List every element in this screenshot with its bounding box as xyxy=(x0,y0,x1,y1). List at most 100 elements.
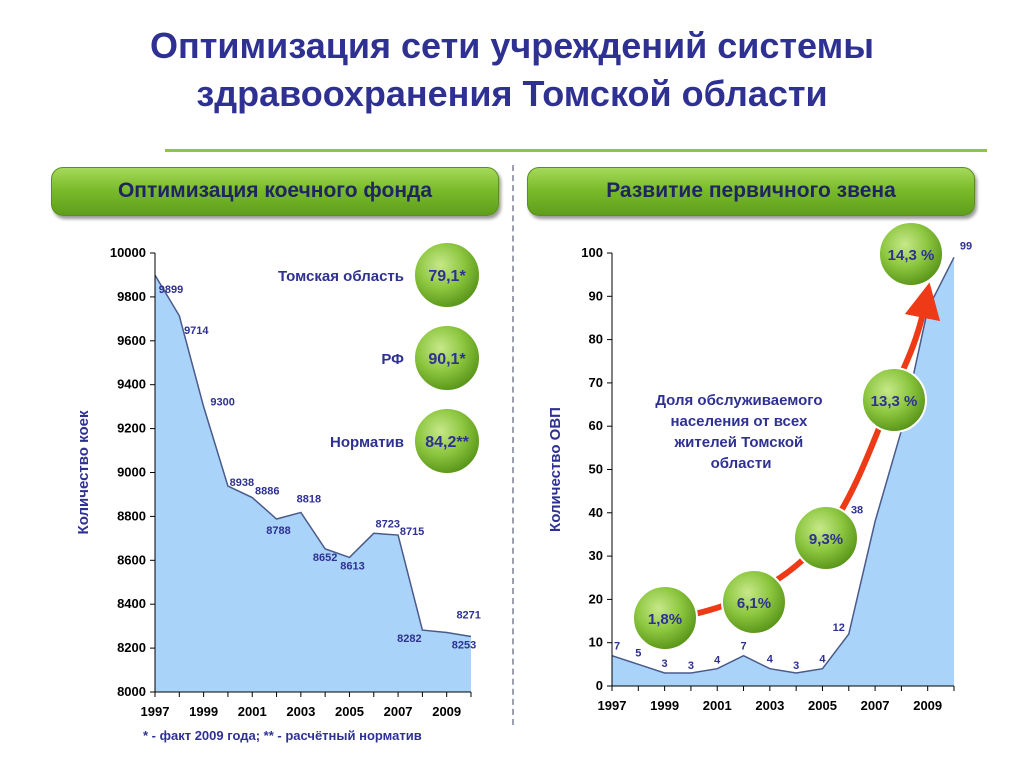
ovp-data-label: 99 xyxy=(960,240,972,252)
beds-data-label: 8788 xyxy=(266,525,290,537)
ovp-series-line xyxy=(611,256,955,674)
beds-data-label: 9899 xyxy=(159,284,183,296)
share-badge xyxy=(793,505,859,571)
beds-y-axis-title: Количество коек xyxy=(75,410,92,534)
ovp-data-label: 7 xyxy=(740,641,746,653)
beds-x-tick-label: 2009 xyxy=(432,704,461,719)
beds-x-tick-label: 2005 xyxy=(335,704,364,719)
ovp-y-tick-label: 20 xyxy=(589,591,603,606)
ovp-y-tick-label: 90 xyxy=(589,288,603,303)
beds-y-tick-label: 9200 xyxy=(117,421,146,436)
beds-data-label: 9300 xyxy=(210,397,234,409)
comparison-label: Норматив xyxy=(330,434,404,451)
annotation-line: населения от всех xyxy=(670,413,808,430)
left-panel-header: Оптимизация коечного фонда xyxy=(51,167,499,216)
beds-data-label: 8282 xyxy=(397,633,421,645)
comparison-label: РФ xyxy=(381,351,404,368)
ovp-x-tick-label: 2003 xyxy=(755,698,784,713)
comparison-value: 84,2** xyxy=(425,434,469,451)
ovp-y-tick-label: 0 xyxy=(596,678,603,693)
beds-y-tick-label: 8200 xyxy=(117,640,146,655)
beds-x-tick-label: 2001 xyxy=(238,704,267,719)
comparison-value: 79,1* xyxy=(428,268,466,285)
beds-y-tick-label: 9000 xyxy=(117,465,146,480)
beds-data-label: 8652 xyxy=(313,552,337,564)
ovp-y-tick-label: 50 xyxy=(589,462,603,477)
ovp-data-label: 4 xyxy=(714,655,721,667)
footnote: * - факт 2009 года; ** - расчётный норма… xyxy=(143,728,422,743)
title-line-2: здравоохранения Томской области xyxy=(196,73,828,114)
ovp-data-label: 5 xyxy=(635,647,641,659)
beds-y-tick-label: 9800 xyxy=(117,289,146,304)
ovp-x-tick-label: 2007 xyxy=(861,698,890,713)
share-badge-label: 9,3% xyxy=(809,531,843,548)
ovp-x-tick-label: 2009 xyxy=(913,698,942,713)
ovp-area xyxy=(612,257,954,686)
annotation-line: жителей Томской xyxy=(674,434,804,451)
beds-data-label: 9714 xyxy=(184,325,209,337)
comparison-value: 90,1* xyxy=(428,351,466,368)
ovp-data-label: 4 xyxy=(767,654,774,666)
share-badge xyxy=(632,585,698,651)
right-panel-header: Развитие первичного звена xyxy=(527,167,975,216)
share-badge xyxy=(861,367,927,433)
beds-data-label: 8253 xyxy=(452,639,476,651)
beds-y-tick-label: 9600 xyxy=(117,333,146,348)
ovp-x-tick-label: 1999 xyxy=(650,698,679,713)
beds-y-tick-label: 8600 xyxy=(117,552,146,567)
ovp-data-label: 4 xyxy=(819,654,826,666)
ovp-y-axis-title: Количество ОВП xyxy=(547,407,564,532)
share-badge-label: 14,3 % xyxy=(888,247,935,264)
annotation-line: области xyxy=(711,455,772,472)
beds-x-tick-label: 2007 xyxy=(384,704,413,719)
beds-data-label: 8271 xyxy=(456,610,480,622)
beds-x-tick-label: 1999 xyxy=(189,704,218,719)
ovp-data-label: 38 xyxy=(851,504,863,516)
share-badge-label: 6,1% xyxy=(737,595,771,612)
comparison-ball xyxy=(413,241,481,309)
ovp-x-tick-label: 1997 xyxy=(598,698,627,713)
beds-y-tick-label: 8000 xyxy=(117,684,146,699)
beds-data-label: 8715 xyxy=(400,526,424,538)
ovp-y-tick-label: 30 xyxy=(589,548,603,563)
beds-chart: 8000 8200 8400 8600 8800 9000 9200 9400 9600 9800… xyxy=(75,245,481,719)
beds-y-tick-label: 10000 xyxy=(110,245,146,260)
ovp-chart: 0 10 20 30 40 50 60 70 80 90 100 1997 1999 2001 2003 20… xyxy=(547,240,972,713)
beds-x-tick-label: 2003 xyxy=(286,704,315,719)
comparison-label: Томская область xyxy=(278,268,404,285)
beds-y-tick-label: 8400 xyxy=(117,596,146,611)
ovp-x-tick-label: 2005 xyxy=(808,698,837,713)
title-line-1: Оптимизация сети учреждений системы xyxy=(150,25,874,66)
ovp-y-tick-label: 60 xyxy=(589,418,603,433)
comparison-ball xyxy=(413,407,481,475)
ovp-data-label: 7 xyxy=(614,641,620,653)
beds-series-line xyxy=(154,274,472,638)
share-badge-label: 13,3 % xyxy=(871,393,918,410)
ovp-y-tick-label: 100 xyxy=(581,245,603,260)
right-chart-annotation: Доля обслуживаемого населения от всех жи… xyxy=(655,392,826,472)
ovp-y-tick-label: 10 xyxy=(589,635,603,650)
share-badge-label: 1,8% xyxy=(648,611,682,628)
ovp-data-label: 12 xyxy=(833,622,845,634)
beds-data-label: 8938 xyxy=(230,477,254,489)
comparison-block: Томская область 79,1* РФ 90,1* Норматив 84,2*… xyxy=(278,241,481,475)
beds-data-label: 8613 xyxy=(340,560,364,572)
beds-x-tick-label: 1997 xyxy=(141,704,170,719)
title-underline xyxy=(165,149,987,152)
share-badge xyxy=(878,221,944,287)
beds-data-label: 8723 xyxy=(376,518,400,530)
ovp-y-tick-label: 70 xyxy=(589,375,603,390)
ovp-x-tick-label: 2001 xyxy=(703,698,732,713)
panel-divider xyxy=(512,165,514,725)
ovp-data-label: 3 xyxy=(793,660,799,672)
beds-data-label: 8818 xyxy=(297,493,321,505)
annotation-line: Доля обслуживаемого xyxy=(655,392,822,409)
beds-y-tick-label: 9400 xyxy=(117,377,146,392)
beds-y-tick-label: 8800 xyxy=(117,508,146,523)
ovp-y-tick-label: 40 xyxy=(589,505,603,520)
ovp-data-label: 3 xyxy=(688,660,694,672)
ovp-y-tick-label: 80 xyxy=(589,332,603,347)
beds-area xyxy=(155,275,471,692)
share-badge xyxy=(721,569,787,635)
